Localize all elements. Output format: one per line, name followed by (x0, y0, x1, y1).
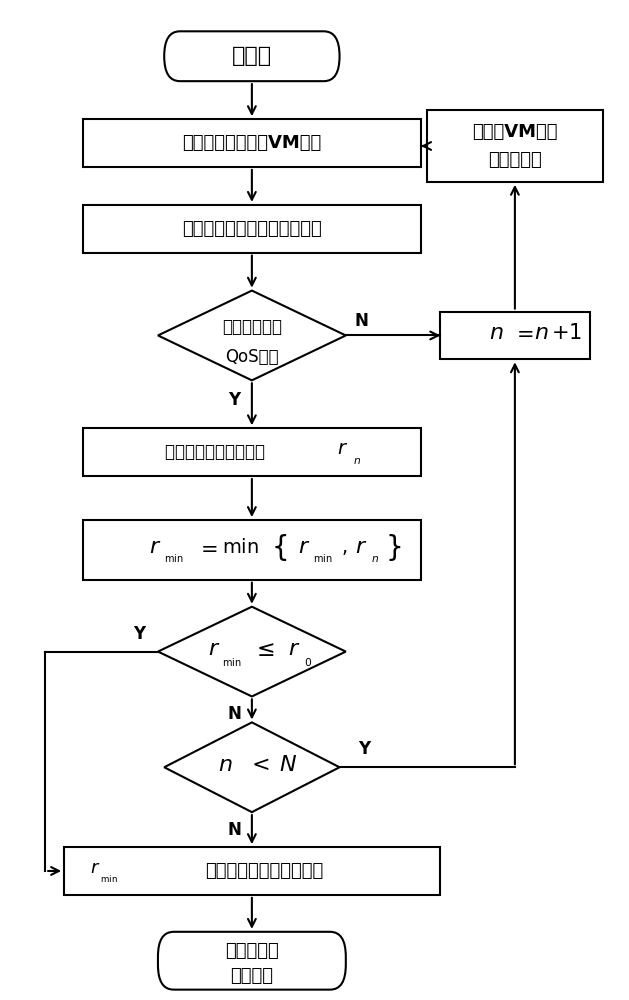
Text: N: N (228, 821, 242, 839)
Text: 及任务队列: 及任务队列 (488, 151, 542, 169)
Text: Y: Y (228, 391, 240, 409)
Text: $\}$: $\}$ (385, 532, 401, 563)
Text: 调度结果: 调度结果 (230, 967, 274, 985)
Bar (83, 520, 421, 580)
Text: Y: Y (359, 740, 370, 758)
Text: $n$: $n$ (534, 323, 548, 343)
Text: $_n$: $_n$ (353, 452, 361, 467)
Text: 对应方案为最佳调度方案: 对应方案为最佳调度方案 (205, 862, 323, 880)
Text: 记录并发送: 记录并发送 (225, 942, 279, 960)
Text: $r$: $r$ (208, 639, 220, 659)
FancyBboxPatch shape (164, 31, 340, 81)
Text: $<$: $<$ (247, 755, 269, 775)
Bar (440, 312, 590, 359)
Polygon shape (158, 291, 346, 380)
Text: $,$: $,$ (342, 538, 348, 557)
Text: $_{\rm min}$: $_{\rm min}$ (222, 655, 242, 669)
Text: $N$: $N$ (279, 755, 298, 775)
Polygon shape (158, 607, 346, 696)
Text: 根据任务属性确定VM集群: 根据任务属性确定VM集群 (182, 134, 321, 152)
Text: N: N (228, 705, 242, 723)
Polygon shape (164, 722, 340, 812)
Text: $\leq$: $\leq$ (252, 640, 274, 660)
Bar (83, 428, 421, 476)
Text: $r$: $r$ (148, 537, 161, 557)
Bar (83, 205, 421, 253)
FancyBboxPatch shape (158, 932, 346, 990)
Text: 初始化: 初始化 (232, 46, 272, 66)
Text: Y: Y (133, 625, 145, 643)
Text: $r$: $r$ (288, 639, 301, 659)
Text: $_{\rm min}$: $_{\rm min}$ (313, 551, 333, 565)
Text: $_0$: $_0$ (304, 654, 313, 669)
Bar (83, 119, 421, 167)
Bar (64, 847, 440, 895)
Text: 是否满足用户: 是否满足用户 (222, 318, 282, 336)
Text: $r$: $r$ (298, 537, 310, 557)
Text: QoS约束: QoS约束 (225, 348, 279, 366)
Text: $n$: $n$ (218, 755, 233, 775)
Text: $_{\rm min}$: $_{\rm min}$ (164, 551, 184, 565)
Text: $_n$: $_n$ (371, 550, 379, 565)
Bar (427, 110, 603, 182)
Text: N: N (355, 312, 369, 330)
Text: $=$: $=$ (196, 538, 218, 558)
Text: $r$: $r$ (337, 439, 348, 458)
Text: $\rm min$: $\rm min$ (222, 538, 259, 557)
Text: $n$: $n$ (489, 323, 503, 343)
Text: $\{$: $\{$ (270, 532, 287, 563)
Text: 按随机原则确定一个调度方案: 按随机原则确定一个调度方案 (182, 220, 322, 238)
Text: 更新各VM状态: 更新各VM状态 (472, 123, 558, 141)
Text: $r$: $r$ (355, 537, 367, 557)
Text: 计算均方根时延平均值: 计算均方根时延平均值 (165, 443, 270, 461)
Text: $r$: $r$ (90, 859, 101, 877)
Text: $=$: $=$ (511, 323, 533, 343)
Text: $+1$: $+1$ (551, 323, 582, 343)
Text: $_{\rm min}$: $_{\rm min}$ (100, 871, 118, 884)
